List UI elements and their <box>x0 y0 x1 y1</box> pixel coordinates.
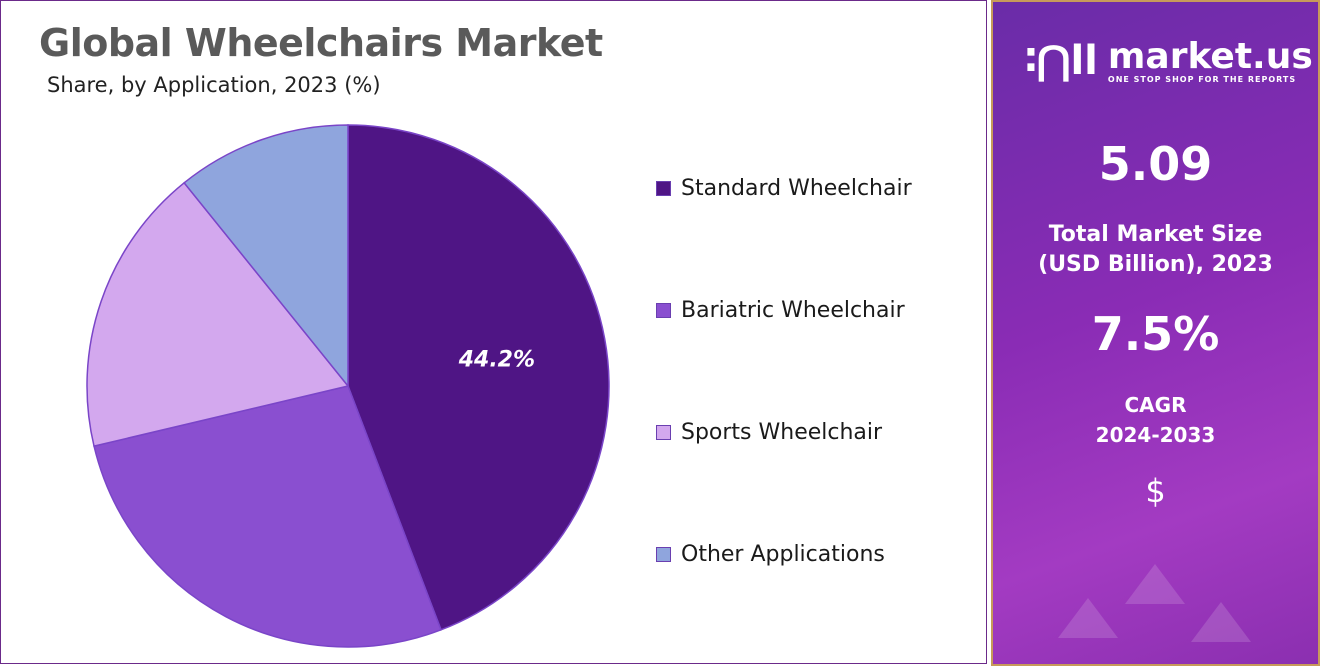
legend-item-other: Other Applications <box>656 542 885 567</box>
pie-slice-bariatric-wheelchair <box>93 385 442 648</box>
brand-tagline: ONE STOP SHOP FOR THE REPORTS <box>1107 74 1297 84</box>
legend-label: Sports Wheelchair <box>681 420 883 445</box>
brand-logo: ∶⋂ll market.us ONE STOP SHOP FOR THE REP… <box>1025 38 1313 84</box>
legend-swatch <box>656 425 671 440</box>
dollar-icon: $ <box>1145 472 1166 510</box>
pie-chart: 44.2% <box>86 124 610 648</box>
legend-item-sports: Sports Wheelchair <box>656 420 882 445</box>
cagr-label-line1: CAGR <box>1124 393 1187 417</box>
arrow-up-icon <box>1191 602 1251 642</box>
pie-slice-other-applications <box>183 124 349 389</box>
market-size-value: 5.09 <box>1098 137 1213 191</box>
legend-label: Other Applications <box>681 542 885 567</box>
legend-label: Standard Wheelchair <box>681 176 912 201</box>
legend-swatch <box>656 181 671 196</box>
brand-name: market.us <box>1107 35 1313 77</box>
data-label: 44.2% <box>458 348 535 373</box>
chart-title: Global Wheelchairs Market <box>39 21 603 65</box>
legend-label: Bariatric Wheelchair <box>681 298 905 323</box>
arrow-up-icon <box>1125 564 1185 604</box>
cagr-period: 2024-2033 <box>1095 423 1216 447</box>
chart-subtitle: Share, by Application, 2023 (%) <box>47 73 381 97</box>
market-size-label-line2: (USD Billion), 2023 <box>1038 252 1273 277</box>
legend-swatch <box>656 303 671 318</box>
chart-panel: Global Wheelchairs Market Share, by Appl… <box>0 0 987 664</box>
arrow-up-icon <box>1058 598 1118 638</box>
pie-slice-sports-wheelchair <box>86 181 350 448</box>
market-size-label-line1: Total Market Size <box>1048 222 1263 247</box>
logo-icon: ∶⋂ll <box>1025 38 1098 84</box>
summary-panel: ∶⋂ll market.us ONE STOP SHOP FOR THE REP… <box>991 0 1320 666</box>
pie-slice-standard-wheelchair <box>347 124 610 631</box>
cagr-value: 7.5% <box>1091 307 1220 361</box>
legend-swatch <box>656 547 671 562</box>
legend-item-standard: Standard Wheelchair <box>656 176 912 201</box>
cagr-label: CAGR 2024-2033 <box>993 390 1318 450</box>
legend-item-bariatric: Bariatric Wheelchair <box>656 298 905 323</box>
market-size-label: Total Market Size (USD Billion), 2023 <box>993 220 1318 280</box>
